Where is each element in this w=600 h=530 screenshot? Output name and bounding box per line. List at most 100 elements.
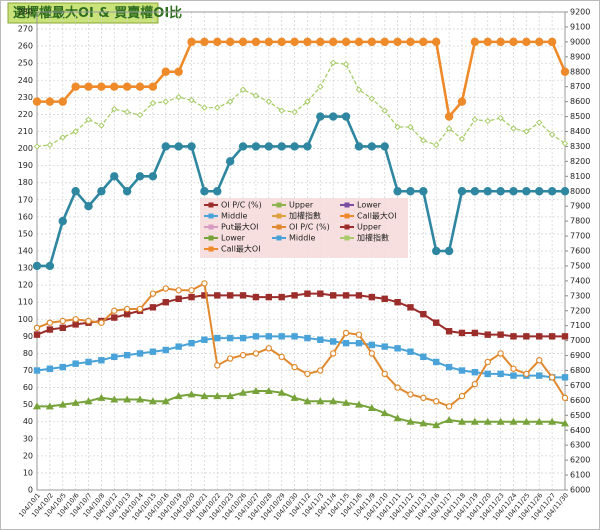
point bbox=[522, 187, 531, 196]
y2-tick-label: 7900 bbox=[570, 202, 590, 211]
point bbox=[161, 67, 170, 76]
point bbox=[200, 187, 209, 196]
legend-marker bbox=[344, 235, 350, 241]
point bbox=[238, 142, 248, 151]
point bbox=[252, 333, 260, 340]
point bbox=[201, 280, 208, 287]
point bbox=[71, 187, 80, 196]
y2-tick-label: 6600 bbox=[570, 396, 590, 405]
y-tick-label: 240 bbox=[18, 76, 33, 85]
point bbox=[264, 386, 273, 394]
legend-label: Middle bbox=[289, 234, 316, 243]
point bbox=[46, 365, 54, 372]
point bbox=[214, 292, 221, 299]
point bbox=[509, 187, 518, 196]
point bbox=[239, 334, 247, 342]
y-tick-label: 190 bbox=[18, 161, 33, 170]
point bbox=[367, 404, 376, 412]
y2-tick-label: 6100 bbox=[570, 471, 590, 480]
point bbox=[471, 329, 479, 337]
point bbox=[187, 390, 196, 398]
point bbox=[316, 37, 325, 47]
point bbox=[522, 417, 531, 425]
point bbox=[238, 37, 248, 47]
legend-label: Upper bbox=[357, 223, 382, 232]
point bbox=[226, 292, 234, 299]
point bbox=[496, 187, 505, 196]
y-tick-label: 130 bbox=[18, 264, 33, 273]
point bbox=[97, 82, 106, 91]
point bbox=[72, 321, 79, 328]
point bbox=[162, 346, 169, 354]
point bbox=[111, 307, 118, 314]
point bbox=[149, 348, 157, 355]
point bbox=[45, 402, 54, 410]
y-tick-label: 250 bbox=[18, 59, 33, 68]
point bbox=[406, 37, 415, 47]
point bbox=[393, 414, 402, 422]
point bbox=[59, 317, 66, 325]
point bbox=[484, 117, 491, 125]
point bbox=[148, 397, 157, 405]
point bbox=[328, 112, 338, 121]
point bbox=[122, 187, 132, 196]
point bbox=[535, 37, 544, 47]
point bbox=[419, 187, 428, 196]
y2-tick-label: 7300 bbox=[570, 291, 590, 300]
legend-label: Lower bbox=[221, 234, 246, 243]
point bbox=[329, 292, 337, 299]
point bbox=[187, 37, 196, 47]
legend-label: Put最大OI bbox=[221, 222, 259, 232]
y2-tick-label: 8100 bbox=[570, 172, 590, 181]
point bbox=[483, 187, 492, 196]
point bbox=[317, 83, 324, 90]
point bbox=[33, 324, 41, 332]
point bbox=[213, 392, 222, 400]
point bbox=[470, 37, 480, 47]
y2-tick-label: 8900 bbox=[570, 52, 590, 61]
point bbox=[523, 128, 530, 135]
y2-tick-label: 8700 bbox=[570, 82, 590, 91]
point bbox=[265, 98, 273, 105]
y2-tick-label: 8800 bbox=[570, 67, 590, 76]
legend-label: OI P/C (%) bbox=[221, 201, 262, 210]
point bbox=[46, 319, 54, 326]
point bbox=[548, 333, 556, 340]
point bbox=[316, 397, 325, 405]
point bbox=[251, 37, 261, 47]
point bbox=[304, 334, 311, 342]
y-tick-label: 120 bbox=[18, 281, 33, 290]
point bbox=[433, 319, 440, 326]
point bbox=[509, 37, 518, 47]
point bbox=[420, 394, 427, 402]
point bbox=[445, 403, 453, 410]
point bbox=[59, 324, 66, 332]
legend-label: Middle bbox=[221, 212, 248, 221]
point bbox=[264, 142, 274, 151]
point bbox=[406, 417, 415, 425]
legend-marker bbox=[208, 213, 214, 219]
plot-border bbox=[36, 11, 566, 491]
point bbox=[136, 395, 145, 403]
y-tick-label: 280 bbox=[18, 8, 33, 17]
point bbox=[381, 107, 388, 114]
point bbox=[420, 353, 427, 361]
point bbox=[470, 187, 480, 196]
point bbox=[148, 172, 158, 181]
legend-label: Call最大OI bbox=[221, 244, 261, 254]
point bbox=[122, 82, 132, 91]
point bbox=[265, 333, 273, 340]
point bbox=[214, 334, 221, 342]
legend-marker bbox=[208, 202, 214, 208]
y-tick-label: 90 bbox=[23, 332, 33, 341]
point bbox=[433, 358, 440, 366]
point bbox=[84, 201, 93, 211]
point bbox=[72, 360, 79, 367]
point bbox=[174, 142, 183, 151]
point bbox=[380, 142, 389, 151]
point bbox=[226, 355, 234, 362]
y2-tick-label: 8600 bbox=[570, 97, 590, 106]
y-tick-label: 70 bbox=[23, 366, 33, 375]
legend-marker bbox=[276, 224, 282, 230]
y-tick-label: 100 bbox=[18, 315, 33, 324]
